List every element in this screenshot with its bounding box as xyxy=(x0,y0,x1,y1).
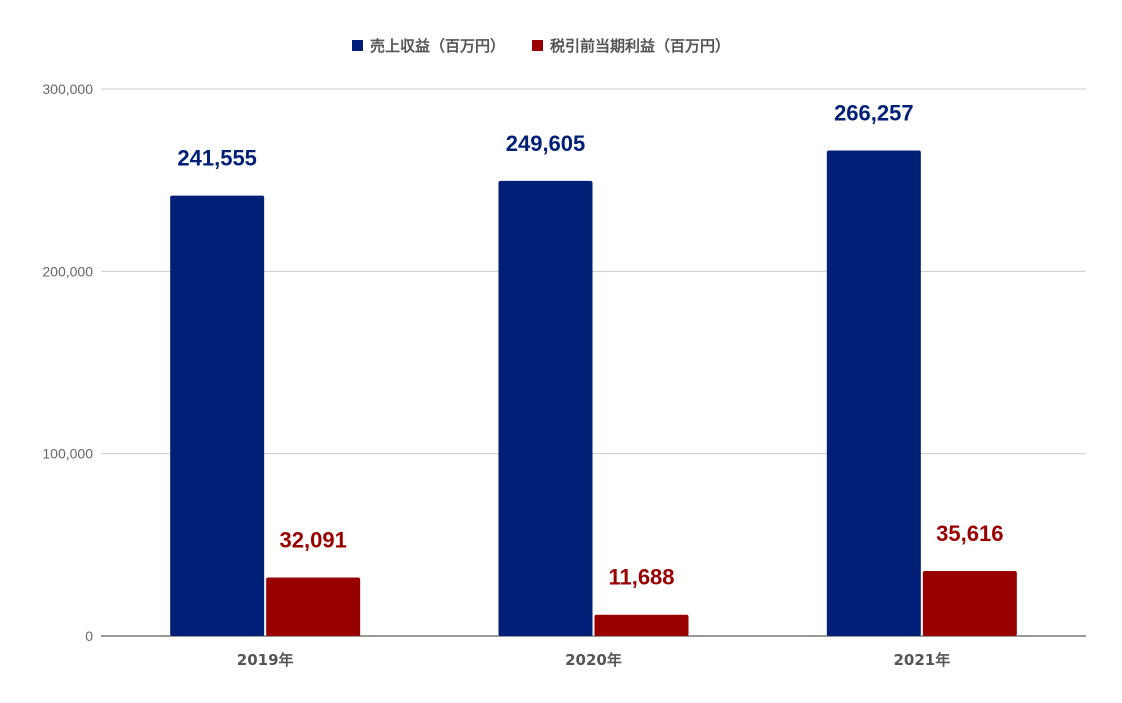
y-tick-label: 100,000 xyxy=(42,446,93,462)
legend-label: 売上収益（百万円） xyxy=(370,37,505,55)
bar-pretax-profit xyxy=(922,571,1017,636)
data-label: 11,688 xyxy=(608,565,674,590)
data-label: 241,555 xyxy=(177,146,257,171)
y-tick-label: 300,000 xyxy=(42,81,93,97)
data-label: 266,257 xyxy=(834,101,914,126)
legend-swatch xyxy=(532,40,543,51)
x-tick-label: 2021年 xyxy=(893,651,950,669)
legend-swatch xyxy=(352,40,363,51)
bar-pretax-profit xyxy=(594,614,689,636)
legend-label: 税引前当期利益（百万円） xyxy=(550,37,730,55)
bar-revenue xyxy=(170,195,265,637)
bar-pretax-profit xyxy=(266,577,361,636)
x-tick-label: 2019年 xyxy=(237,651,294,669)
y-tick-label: 200,000 xyxy=(42,263,93,279)
bar-revenue xyxy=(826,150,921,637)
data-label: 32,091 xyxy=(280,527,347,552)
y-tick-label: 0 xyxy=(85,628,93,644)
data-label: 35,616 xyxy=(936,521,1003,546)
bar-revenue xyxy=(498,180,593,636)
data-label: 249,605 xyxy=(506,131,586,156)
x-tick-label: 2020年 xyxy=(565,651,622,669)
